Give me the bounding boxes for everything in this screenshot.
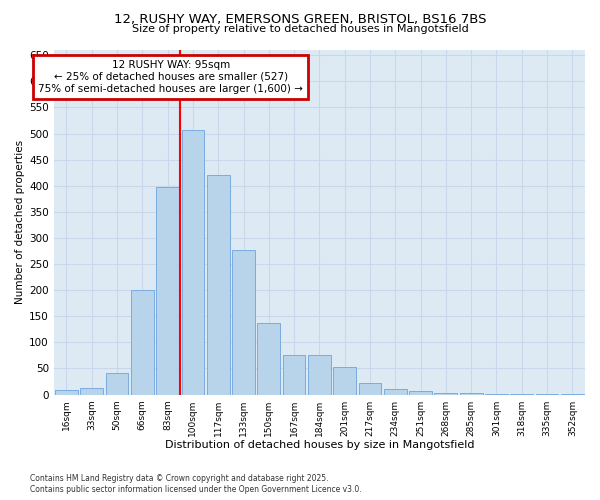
Bar (232, 250, 255, 394)
Text: Contains HM Land Registry data © Crown copyright and database right 2025.
Contai: Contains HM Land Registry data © Crown c… (30, 474, 362, 494)
Bar (80, 388, 103, 394)
Text: 12 RUSHY WAY: 95sqm
← 25% of detached houses are smaller (527)
75% of semi-detac: 12 RUSHY WAY: 95sqm ← 25% of detached ho… (38, 60, 303, 94)
Bar (308, 356, 331, 395)
Text: 12, RUSHY WAY, EMERSONS GREEN, BRISTOL, BS16 7BS: 12, RUSHY WAY, EMERSONS GREEN, BRISTOL, … (114, 12, 486, 26)
Bar (207, 176, 230, 394)
Bar (182, 130, 204, 394)
Bar (131, 290, 154, 395)
X-axis label: Distribution of detached houses by size in Mangotsfield: Distribution of detached houses by size … (164, 440, 474, 450)
Bar (460, 392, 482, 394)
Bar (359, 383, 382, 394)
Bar (283, 356, 305, 395)
Bar (409, 391, 432, 394)
Bar (434, 392, 457, 394)
Bar (106, 372, 128, 394)
Text: Size of property relative to detached houses in Mangotsfield: Size of property relative to detached ho… (131, 24, 469, 34)
Bar (55, 390, 78, 394)
Bar (334, 368, 356, 394)
Bar (384, 389, 407, 394)
Y-axis label: Number of detached properties: Number of detached properties (15, 140, 25, 304)
Bar (257, 322, 280, 394)
Bar (156, 188, 179, 394)
